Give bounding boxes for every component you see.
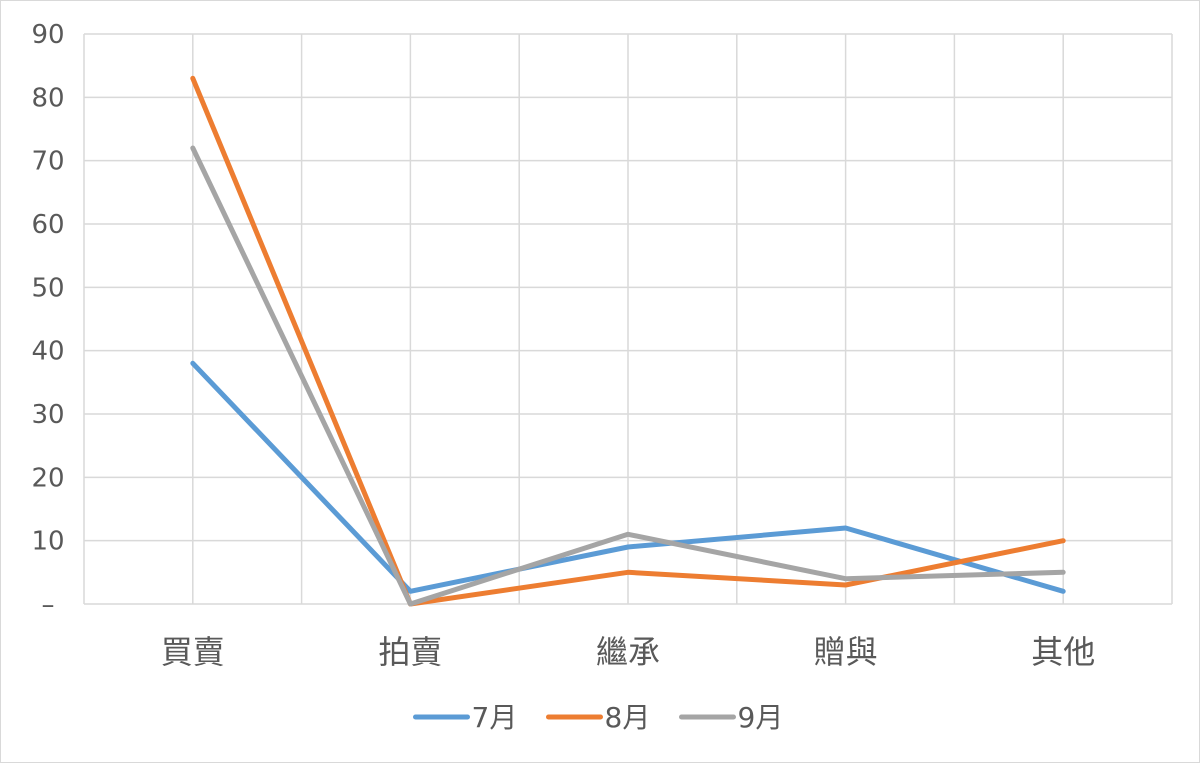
y-tick-label: 90: [31, 20, 64, 50]
data-point: [1061, 570, 1066, 575]
series-lines: [190, 75, 1066, 607]
y-tick-label: 40: [31, 337, 64, 367]
y-tick-label: –: [42, 590, 55, 620]
data-point: [408, 589, 413, 594]
data-point: [626, 532, 630, 537]
legend-label: 9月: [738, 701, 784, 734]
gridlines: [83, 33, 1173, 605]
data-point: [1061, 538, 1066, 543]
data-point: [408, 602, 413, 606]
x-axis: 買賣 拍賣 繼承 贈與 其他: [161, 633, 1095, 671]
y-tick-label: 10: [31, 527, 64, 557]
data-point: [843, 526, 848, 530]
data-point: [843, 576, 848, 581]
data-point: [626, 570, 630, 575]
legend-label: 8月: [605, 701, 651, 734]
data-point: [190, 146, 195, 150]
x-tick-label: 買賣: [161, 633, 225, 671]
x-tick-label: 拍賣: [378, 633, 442, 671]
x-tick-label: 繼承: [596, 633, 660, 671]
y-tick-label: 80: [31, 83, 64, 113]
data-point: [190, 361, 195, 366]
x-tick-label: 贈與: [814, 633, 878, 671]
y-tick-label: 60: [31, 210, 64, 240]
data-point: [626, 545, 630, 549]
y-tick-label: 70: [31, 147, 64, 177]
data-point: [190, 76, 195, 81]
x-tick-label: 其他: [1031, 633, 1095, 671]
y-axis: – 10 20 30 40 50 60 70 80 90: [31, 20, 64, 620]
data-point: [843, 583, 848, 587]
y-tick-label: 30: [31, 400, 64, 430]
data-point: [1061, 589, 1066, 594]
y-tick-label: 50: [31, 273, 64, 303]
y-tick-label: 20: [31, 463, 64, 493]
legend: 7月 8月 9月: [413, 701, 784, 734]
legend-label: 7月: [472, 701, 518, 734]
